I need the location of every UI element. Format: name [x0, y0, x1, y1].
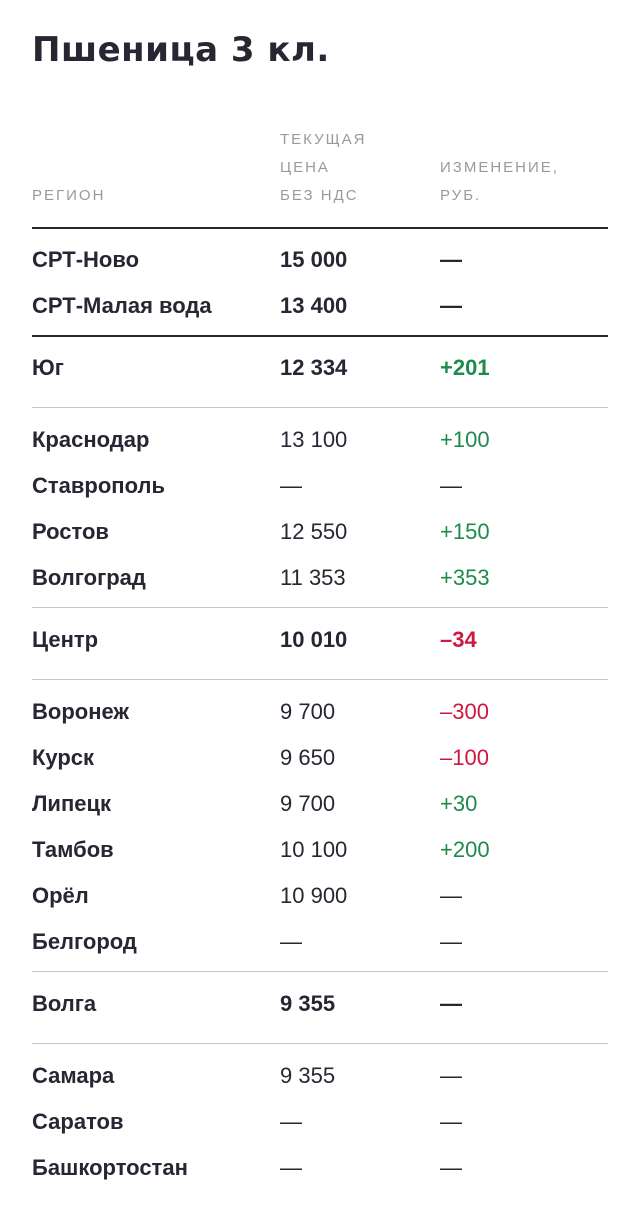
- region-cell: Башкортостан: [32, 1155, 188, 1180]
- column-header-price: ТЕКУЩАЯ ЦЕНА БЕЗ НДС: [280, 126, 367, 210]
- change-cell: +30: [440, 791, 478, 816]
- table-row: Ставрополь — —: [0, 463, 640, 509]
- region-cell: Белгород: [32, 929, 137, 954]
- column-header-line: БЕЗ НДС: [280, 187, 359, 204]
- column-header-line: РУБ.: [440, 187, 482, 204]
- price-cell: 10 900: [280, 883, 348, 908]
- price-cell: 13 400: [280, 293, 348, 318]
- table-row: Волгоград 11 353 +353: [0, 555, 640, 601]
- region-cell: Орёл: [32, 883, 89, 908]
- change-cell: +150: [440, 519, 490, 544]
- change-cell: —: [440, 247, 462, 272]
- table-row-summary: Волга 9 355 —: [0, 981, 640, 1027]
- table-row-summary: Юг 12 334 +201: [0, 345, 640, 391]
- table-row: Воронеж 9 700 –300: [0, 689, 640, 735]
- price-cell: 12 334: [280, 355, 348, 380]
- region-cell: Ставрополь: [32, 473, 165, 498]
- divider: [32, 1043, 608, 1044]
- price-cell: 9 700: [280, 791, 336, 816]
- divider-thick: [32, 227, 608, 229]
- price-cell: 9 650: [280, 745, 336, 770]
- change-cell: —: [440, 929, 462, 954]
- region-cell: Краснодар: [32, 427, 150, 452]
- divider: [32, 971, 608, 972]
- region-cell: СРТ-Малая вода: [32, 293, 212, 318]
- price-cell: 9 355: [280, 1063, 336, 1088]
- table-row: СРТ-Малая вода 13 400 —: [0, 283, 640, 329]
- price-cell: 10 100: [280, 837, 348, 862]
- change-cell: +353: [440, 565, 490, 590]
- divider: [32, 679, 608, 680]
- table-row: Самара 9 355 —: [0, 1053, 640, 1099]
- price-cell: —: [280, 1109, 302, 1134]
- region-cell: Волгоград: [32, 565, 146, 590]
- region-cell: Ростов: [32, 519, 109, 544]
- table-row: Краснодар 13 100 +100: [0, 417, 640, 463]
- change-cell: +100: [440, 427, 490, 452]
- change-cell: —: [440, 883, 462, 908]
- price-cell: 13 100: [280, 427, 348, 452]
- column-header-line: РЕГИОН: [32, 187, 106, 204]
- change-cell: –300: [440, 699, 489, 724]
- table-row: Башкортостан — —: [0, 1145, 640, 1191]
- table-row: Липецк 9 700 +30: [0, 781, 640, 827]
- change-cell: +200: [440, 837, 490, 862]
- column-header-line: ТЕКУЩАЯ: [280, 131, 367, 148]
- table-row: Саратов — —: [0, 1099, 640, 1145]
- price-cell: 10 010: [280, 627, 348, 652]
- region-cell: Центр: [32, 627, 99, 652]
- change-cell: –34: [440, 627, 477, 652]
- price-cell: 9 700: [280, 699, 336, 724]
- divider: [32, 407, 608, 408]
- table-row: Тамбов 10 100 +200: [0, 827, 640, 873]
- region-cell: Волга: [32, 991, 97, 1016]
- price-cell: —: [280, 1155, 302, 1180]
- change-cell: —: [440, 473, 462, 498]
- region-cell: Самара: [32, 1063, 115, 1088]
- region-cell: Липецк: [32, 791, 112, 816]
- table-row-summary: Центр 10 010 –34: [0, 617, 640, 663]
- region-cell: Воронеж: [32, 699, 130, 724]
- table-header: РЕГИОН ТЕКУЩАЯ ЦЕНА БЕЗ НДС ИЗМЕНЕНИЕ, Р…: [0, 120, 640, 210]
- divider: [32, 607, 608, 608]
- change-cell: —: [440, 1155, 462, 1180]
- column-header-line: ИЗМЕНЕНИЕ,: [440, 159, 559, 176]
- divider-thick: [32, 335, 608, 337]
- price-cell: —: [280, 473, 302, 498]
- price-cell: 15 000: [280, 247, 348, 272]
- region-cell: Юг: [32, 355, 64, 380]
- price-cell: —: [280, 929, 302, 954]
- change-cell: +201: [440, 355, 490, 380]
- change-cell: –100: [440, 745, 489, 770]
- column-header-change: ИЗМЕНЕНИЕ, РУБ.: [440, 154, 559, 210]
- column-header-region: РЕГИОН: [32, 182, 105, 210]
- region-cell: Тамбов: [32, 837, 114, 862]
- table-row: СРТ-Ново 15 000 —: [0, 237, 640, 283]
- region-cell: Курск: [32, 745, 95, 770]
- change-cell: —: [440, 293, 462, 318]
- page-title: Пшеница 3 кл.: [32, 30, 330, 70]
- change-cell: —: [440, 1109, 462, 1134]
- change-cell: —: [440, 1063, 462, 1088]
- table-row: Орёл 10 900 —: [0, 873, 640, 919]
- region-cell: СРТ-Ново: [32, 247, 140, 272]
- price-cell: 11 353: [280, 565, 346, 590]
- table-row: Курск 9 650 –100: [0, 735, 640, 781]
- column-header-line: ЦЕНА: [280, 159, 330, 176]
- change-cell: —: [440, 991, 462, 1016]
- table-row: Ростов 12 550 +150: [0, 509, 640, 555]
- table-row: Белгород — —: [0, 919, 640, 965]
- region-cell: Саратов: [32, 1109, 124, 1134]
- price-cell: 9 355: [280, 991, 336, 1016]
- price-cell: 12 550: [280, 519, 348, 544]
